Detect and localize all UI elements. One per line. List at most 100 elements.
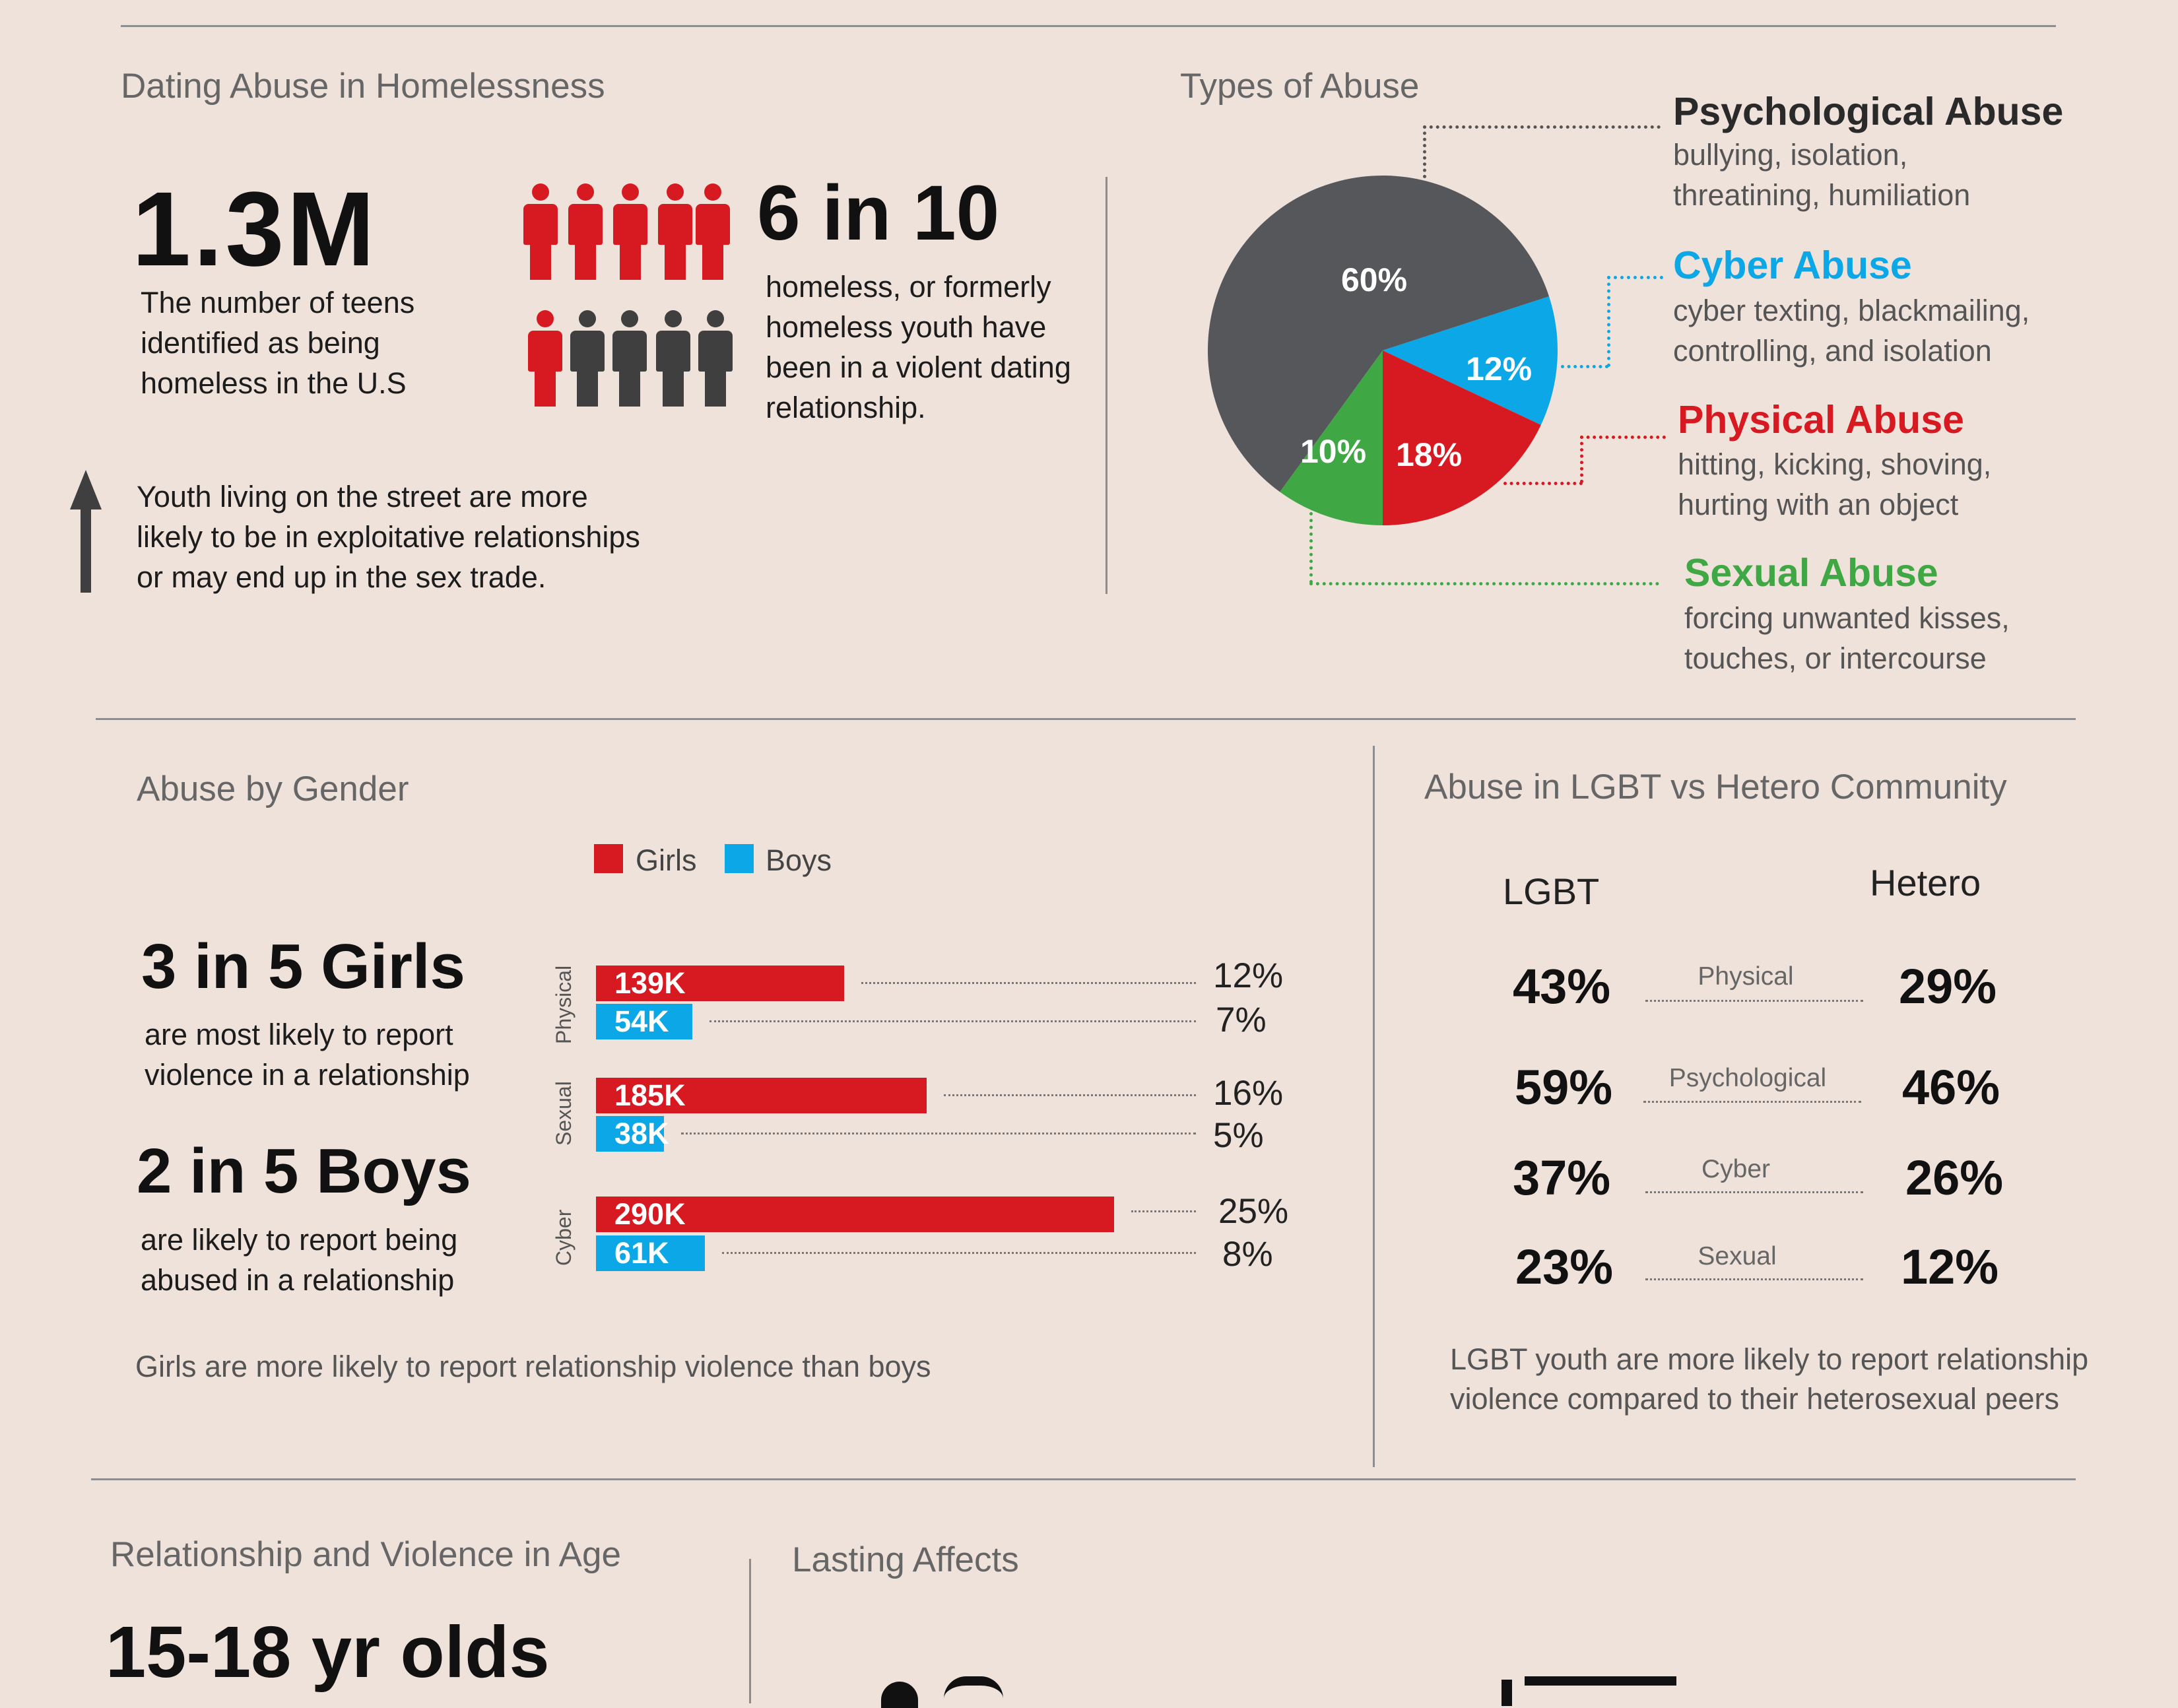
lgbt-physical-leader (1645, 1000, 1863, 1002)
person-icon (568, 183, 603, 280)
type-cyber-desc: cyber texting, blackmailing, controlling… (1673, 294, 2030, 368)
street-youth-note: Youth living on the street are more like… (137, 480, 640, 594)
leader-girls-sexual (943, 1094, 1196, 1096)
type-sexual-desc: forcing unwanted kisses, touches, or int… (1684, 601, 2010, 675)
lgbt-cyber-label: Cyber (1701, 1155, 1771, 1183)
leader-boys-sexual (680, 1133, 1196, 1134)
stat-teens-value: 1.3M (132, 170, 378, 288)
person-icon (613, 183, 647, 280)
connector-psychological-h (1423, 125, 1661, 129)
lgbt-cyber-leader (1645, 1191, 1863, 1193)
type-psychological-title: Psychological Abuse (1673, 90, 2064, 133)
connector-physical (1580, 436, 1583, 483)
stat-youth-text: homeless, or formerly homeless youth hav… (766, 270, 1071, 424)
pie-slice-psychological (1208, 176, 1550, 492)
lgbt-physical-value: 43% (1513, 959, 1611, 1014)
bar-girls-cyber: 290K (596, 1197, 1114, 1232)
section-title-lasting: Lasting Affects (792, 1540, 1019, 1579)
lgbt-physical-label: Physical (1698, 962, 1794, 991)
person-icon (528, 310, 562, 407)
section-title-homelessness: Dating Abuse in Homelessness (121, 67, 605, 106)
category-label-cyber: Cyber (552, 1209, 576, 1266)
lgbt-sexual-label: Sexual (1698, 1242, 1777, 1270)
type-psychological-desc: bullying, isolation, threatining, humili… (1673, 138, 1971, 212)
pie-label-psychological: 60% (1341, 261, 1408, 298)
pct-girls-physical: 12% (1213, 956, 1284, 995)
type-cyber-title: Cyber Abuse (1673, 244, 1912, 287)
stat-youth-value: 6 in 10 (757, 170, 1000, 257)
person-icon (570, 310, 605, 407)
type-physical-desc: hitting, kicking, shoving, hurting with … (1678, 447, 1992, 521)
girls-stat-text: are most likely to report violence in a … (145, 1018, 470, 1092)
connector-cyber-top (1607, 276, 1663, 279)
legend-boys-swatch (725, 844, 754, 873)
column-header-lgbt: LGBT (1503, 870, 1600, 912)
bar-boys-cyber: 61K (596, 1235, 706, 1271)
lgbt-sexual-value: 23% (1515, 1239, 1614, 1294)
hetero-cyber-value: 26% (1905, 1150, 2004, 1205)
section-title-lgbt: Abuse in LGBT vs Hetero Community (1424, 768, 2007, 806)
leader-boys-physical (710, 1020, 1196, 1022)
connector-cyber (1607, 276, 1610, 367)
lgbt-psychological-label: Psychological (1668, 1064, 1827, 1092)
type-physical-title: Physical Abuse (1678, 398, 1964, 442)
pie-label-cyber: 12% (1466, 350, 1533, 387)
bar-girls-sexual: 185K (596, 1078, 927, 1113)
legend-girls-swatch (594, 844, 623, 873)
section-divider-2 (91, 1478, 2076, 1480)
pie-label-sexual: 10% (1300, 433, 1367, 470)
lgbt-footer-note: LGBT youth are more likely to report rel… (1450, 1342, 2089, 1416)
up-arrow-icon (70, 470, 102, 593)
connector-psychological (1423, 125, 1426, 178)
leader-boys-cyber (722, 1252, 1196, 1254)
person-icon (656, 310, 690, 407)
gender-footer-note: Girls are more likely to report relation… (135, 1350, 931, 1383)
connector-cyber-h (1561, 365, 1608, 368)
person-icon (658, 183, 692, 280)
person-icon (696, 183, 730, 280)
bar-boys-sexual: 38K (596, 1116, 669, 1152)
pct-girls-sexual: 16% (1213, 1074, 1284, 1113)
partial-graphic-right2 (1525, 1676, 1676, 1686)
leader-girls-cyber (1131, 1210, 1196, 1212)
type-sexual-title: Sexual Abuse (1684, 551, 1938, 595)
pie-slice-sexual (1280, 350, 1383, 525)
pie-slice-physical (1383, 350, 1541, 525)
lgbt-psychological-leader (1643, 1101, 1861, 1103)
person-icon (698, 310, 733, 407)
girls-stat: 3 in 5 Girls (141, 931, 465, 1002)
category-label-sexual: Sexual (552, 1081, 576, 1146)
partial-graphic-right (1502, 1680, 1512, 1706)
section1-divider (1106, 177, 1107, 594)
pie-label-physical: 18% (1396, 436, 1463, 473)
stat-teens-text: The number of teens identified as being … (141, 286, 415, 400)
connector-physical-h (1503, 482, 1583, 485)
age-stat: 15-18 yr olds (106, 1612, 550, 1693)
hetero-psychological-value: 46% (1902, 1060, 2000, 1115)
legend-girls-label: Girls (636, 843, 697, 877)
pct-boys-cyber: 8% (1222, 1235, 1273, 1274)
pct-girls-cyber: 25% (1218, 1192, 1289, 1231)
partial-graphic-left (881, 1682, 918, 1708)
boys-stat-text: are likely to report being abused in a r… (141, 1223, 458, 1297)
pct-boys-physical: 7% (1216, 1001, 1267, 1039)
section-title-age: Relationship and Violence in Age (110, 1535, 621, 1574)
section-title-gender: Abuse by Gender (137, 770, 409, 808)
leader-girls-physical (861, 982, 1196, 984)
connector-sexual-h (1309, 582, 1659, 585)
person-icon (523, 183, 558, 280)
category-label-physical: Physical (552, 965, 576, 1044)
abuse-types-pie-chart (1208, 176, 1558, 525)
bar-boys-physical: 54K (596, 1004, 693, 1039)
hetero-sexual-value: 12% (1901, 1239, 1999, 1294)
pct-boys-sexual: 5% (1213, 1116, 1264, 1155)
lgbt-cyber-value: 37% (1513, 1150, 1611, 1205)
connector-physical-top (1580, 436, 1666, 439)
column-header-hetero: Hetero (1870, 862, 1981, 903)
hetero-physical-value: 29% (1899, 959, 1997, 1014)
top-divider (121, 25, 2056, 27)
person-icon (612, 310, 647, 407)
boys-stat: 2 in 5 Boys (137, 1136, 471, 1206)
bar-girls-physical: 139K (596, 966, 845, 1001)
connector-sexual (1309, 512, 1313, 583)
